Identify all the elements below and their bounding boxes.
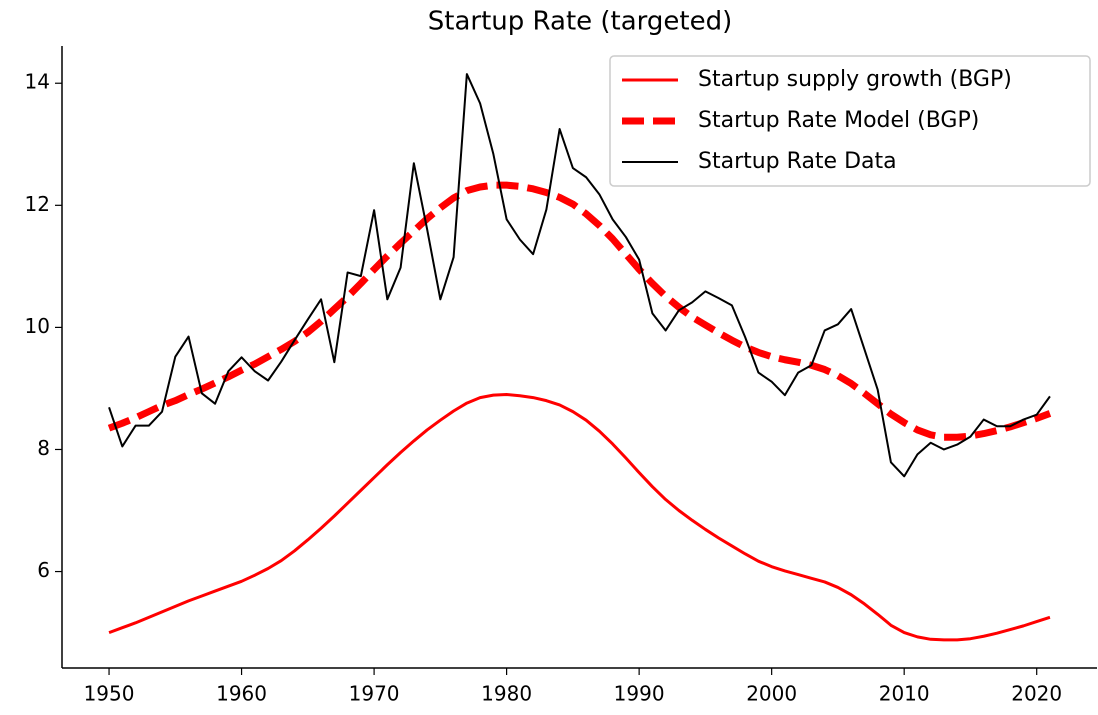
x-tick-label: 2000 xyxy=(746,682,797,706)
chart-title: Startup Rate (targeted) xyxy=(428,7,732,37)
legend-label: Startup supply growth (BGP) xyxy=(698,67,1012,92)
x-tick-label: 1970 xyxy=(349,682,400,706)
y-tick-label: 8 xyxy=(37,436,50,460)
x-tick-label: 1960 xyxy=(216,682,267,706)
series-line xyxy=(108,73,1051,478)
x-tick-label: 2020 xyxy=(1011,682,1062,706)
legend-label: Startup Rate Data xyxy=(698,149,897,174)
legend-label: Startup Rate Model (BGP) xyxy=(698,108,979,133)
series-line xyxy=(108,393,1051,642)
y-tick-label: 14 xyxy=(25,70,50,94)
y-tick-label: 12 xyxy=(25,192,50,216)
series-line xyxy=(107,181,1052,441)
legend-box xyxy=(609,55,1091,187)
y-tick-label: 10 xyxy=(25,314,50,338)
x-tick-label: 1990 xyxy=(614,682,665,706)
legend: Startup supply growth (BGP) Startup Rate … xyxy=(609,55,1091,187)
y-tick-label: 6 xyxy=(37,558,50,582)
x-tick-label: 2010 xyxy=(879,682,930,706)
x-tick-label: 1950 xyxy=(84,682,135,706)
x-tick-label: 1980 xyxy=(481,682,532,706)
